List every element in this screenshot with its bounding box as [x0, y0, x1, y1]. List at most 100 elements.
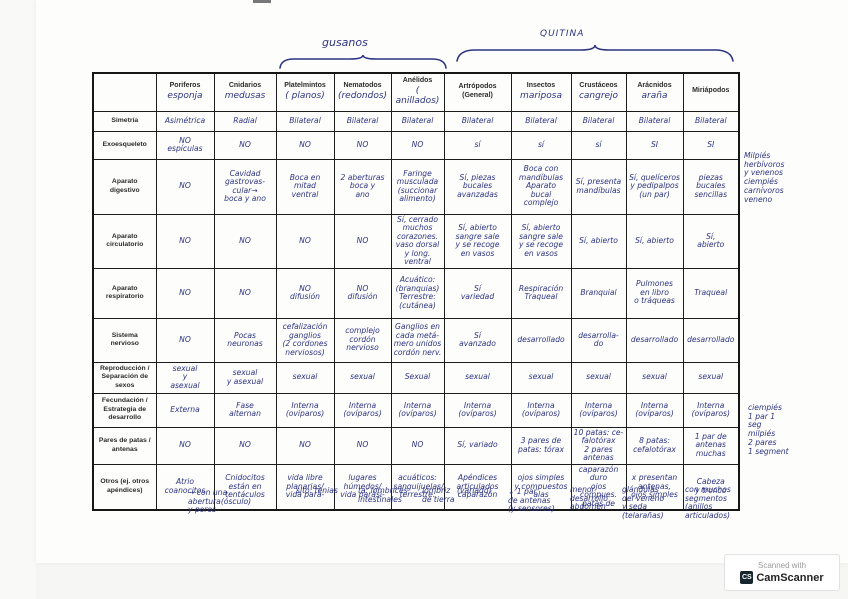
table-cell-r3c9: Sí, quelíceros y pedipalpos (un par) — [625, 158, 684, 215]
table-cell-r9c5: NO — [390, 426, 445, 465]
table-cell-r6c4: complejo cordón nervioso — [333, 317, 392, 363]
table-cell-r10c4: lugares húmedos/ vida parási- — [333, 463, 392, 511]
table-cell-r3c4: 2 aberturas boca y ano — [333, 158, 392, 215]
column-header-5: Anélidos( anillados) — [390, 72, 445, 112]
row-label-3: Aparato digestivo — [92, 158, 157, 215]
table-cell-r9c3: NO — [275, 426, 335, 465]
table-cell-r9c10: 1 par de antenas muchas — [682, 426, 740, 465]
table-cell-r6c10: desarrollado — [682, 317, 740, 363]
table-cell-r1c2: Radial — [213, 110, 277, 132]
table-cell-r7c5: Sexual — [390, 361, 445, 394]
margin-note-miriapodos-diet: Milpiés herbívoros y venenos ciempiés ca… — [744, 151, 785, 204]
camscanner-logo-icon: CS — [740, 571, 754, 584]
note-platelmintos: sito: tenias — [296, 486, 338, 495]
table-cell-r2c6: sí — [443, 130, 512, 160]
table-cell-r9c4: NO — [333, 426, 392, 465]
table-cell-r5c1: NO — [155, 267, 215, 319]
table-cell-r7c1: sexual y asexual — [155, 361, 215, 394]
table-cell-r2c9: SI — [625, 130, 684, 160]
table-cell-r5c10: Traqueal — [682, 267, 740, 319]
table-cell-r5c8: Branquial — [570, 267, 627, 319]
brace-quitina — [456, 44, 734, 62]
row-label-6: Sistema nervioso — [92, 317, 157, 363]
table-cell-r10c6: Apéndices articulados caparazón — [443, 463, 512, 511]
table-cell-r8c7: Interna (ovíparos) — [510, 392, 572, 428]
note-anelidos: lombriz de tierra — [422, 486, 455, 504]
table-cell-r1c3: Bilateral — [275, 110, 335, 132]
table-cell-r3c3: Boca en mitad ventral — [275, 158, 335, 215]
table-cell-r2c8: sí — [570, 130, 627, 160]
table-cell-r4c10: Sí, abierto — [682, 213, 740, 269]
column-header-6: Artrópodos (General) — [443, 72, 512, 112]
table-cell-r2c1: NO espículas — [155, 130, 215, 160]
table-cell-r5c6: Sí variedad — [443, 267, 512, 319]
row-label-2: Exoesqueleto — [92, 130, 157, 160]
table-cell-r3c10: piezas bucales sencillas — [682, 158, 740, 215]
note-artropodos: (variado) — [457, 486, 492, 495]
table-cell-r9c9: 8 patas: cefalotórax — [625, 426, 684, 465]
row-label-4: Aparato circulatorio — [92, 213, 157, 269]
table-cell-r8c1: Externa — [155, 392, 215, 428]
table-cell-r8c8: Interna (ovíparos) — [570, 392, 627, 428]
column-header-4: Nematodos (redondos) — [333, 72, 392, 112]
table-cell-r10c5: acuáticos: sanguijuelas/ terrestre: — [390, 463, 445, 511]
table-cell-r8c6: Interna (ovíparos) — [443, 392, 512, 428]
note-aracnidos: glándulas del veneno y seda (telarañas) — [622, 485, 665, 521]
table-cell-r8c2: Fase alternan — [213, 392, 277, 428]
table-cell-r10c8: caparazón duro ojos compues. patas de — [570, 463, 627, 511]
scan-margin — [0, 0, 36, 599]
column-header-8: Crustáceos cangrejo — [570, 72, 627, 112]
table-cell-r2c5: NO — [390, 130, 445, 160]
table-cell-r6c9: desarrollado — [625, 317, 684, 363]
table-cell-r3c2: Cavidad gastrovas- cular→ boca y ano — [213, 158, 277, 215]
table-cell-r7c6: sexual — [443, 361, 512, 394]
table-cell-r9c8: 10 patas: ce- falotórax 2 pares antenas — [570, 426, 627, 465]
badge-scanned-with: Scanned with — [757, 561, 807, 570]
table-cell-r9c7: 3 pares de patas: tórax — [510, 426, 572, 465]
table-cell-r10c2: Cnidocitos están en tentáculos — [213, 463, 277, 511]
row-label-9: Pares de patas / antenas — [92, 426, 157, 465]
column-header-1: Poriferos esponja — [155, 72, 215, 112]
phyla-comparison-table: Poriferos esponja Cnidarios medusas Platelmi… — [92, 72, 740, 511]
table-cell-r6c8: desarrolla- do — [570, 317, 627, 363]
table-cell-r2c7: sí — [510, 130, 572, 160]
table-cell-r6c3: cefalización ganglios (2 cordones nervio… — [275, 317, 335, 363]
table-cell-r4c2: NO — [213, 213, 277, 269]
table-cell-r1c1: Asimétrica — [155, 110, 215, 132]
note-miriapodos: con muchos segmentos (anillos articulado… — [685, 485, 731, 521]
table-cell-r4c3: NO — [275, 213, 335, 269]
row-label-5: Aparato respiratorio — [92, 267, 157, 319]
column-header-10: Miriápodos — [682, 72, 740, 112]
table-cell-r3c7: Boca con mandíbulas Aparato bucal comple… — [510, 158, 572, 215]
table-cell-r1c10: Bilateral — [682, 110, 740, 132]
table-cell-r5c5: Acuático: (branquias) Terrestre: (cutáne… — [390, 267, 445, 319]
column-header-3: Platelmintos( planos) — [275, 72, 335, 112]
camscanner-badge: Scanned with CS CamScanner — [724, 554, 840, 591]
table-cell-r10c10: Cabeza y tronco — [682, 463, 740, 511]
table-cell-r4c8: Sí, abierto — [570, 213, 627, 269]
margin-note-legs-per-segment: ciempiés 1 par 1 seg milpiés 2 pares 1 s… — [748, 403, 789, 456]
table-cell-r9c2: NO — [213, 426, 277, 465]
note-nematodos: ta: lombrices intestinales — [358, 486, 408, 504]
column-header-9: Arácnidos araña — [625, 72, 684, 112]
brace-gusanos — [279, 54, 447, 69]
table-cell-r7c2: sexual y asexual — [213, 361, 277, 394]
table-cell-r9c1: NO — [155, 426, 215, 465]
table-cell-r2c4: NO — [333, 130, 392, 160]
table-cell-r8c4: Interna (ovíparos) — [333, 392, 392, 428]
table-cell-r7c9: sexual — [625, 361, 684, 394]
note-insectos: ↓ 1 par de antenas (y sensores) — [508, 487, 555, 514]
table-cell-r8c9: Interna (ovíparos) — [625, 392, 684, 428]
table-cell-r5c7: Respiración Traqueal — [510, 267, 572, 319]
table-cell-r7c7: sexual — [510, 361, 572, 394]
group-label-quitina: QUITINA — [540, 29, 585, 39]
note-poriferos: → con una abertura(ósculo) y poros — [188, 488, 252, 515]
row-label-8: Fecundación / Estrategia de desarrollo — [92, 392, 157, 428]
table-cell-r1c8: Bilateral — [570, 110, 627, 132]
table-cell-r7c3: sexual — [275, 361, 335, 394]
table-cell-r1c5: Bilateral — [390, 110, 445, 132]
table-cell-r2c10: SI — [682, 130, 740, 160]
table-cell-r6c5: Ganglios en cada metá- mero unidos cordó… — [390, 317, 445, 363]
table-cell-r3c1: NO — [155, 158, 215, 215]
